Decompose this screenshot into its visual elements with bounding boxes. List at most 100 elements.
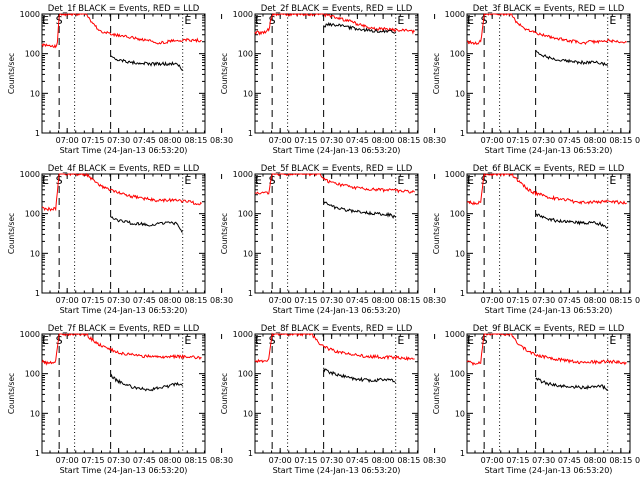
plot-frame <box>466 333 631 454</box>
x-tick-label: 07:45 <box>558 456 581 465</box>
x-tick-label: 08:15 <box>397 456 420 465</box>
y-tick-label: 100 <box>450 50 465 59</box>
panel-9: Det_9f BLACK = Events, RED = LLD 1 10 100 10… <box>432 324 640 475</box>
y-axis-label: Counts/sec <box>220 53 229 94</box>
panel-title: Det_5f BLACK = Events, RED = LLD <box>261 164 413 174</box>
panel-title: Det_3f BLACK = Events, RED = LLD <box>473 4 625 14</box>
panel-2: Det_2f BLACK = Events, RED = LLD 1 10 100 10… <box>220 4 446 155</box>
x-tick-label: 07:00 <box>56 456 79 465</box>
x-tick-label: 07:30 <box>107 136 130 145</box>
x-tick-label: 08:00 <box>584 136 607 145</box>
x-tick-label: 08:00 <box>584 456 607 465</box>
x-tick-label: 07:00 <box>481 456 504 465</box>
panel-title: Det_2f BLACK = Events, RED = LLD <box>261 4 413 14</box>
events-series-line <box>535 49 609 67</box>
marker-letter: E <box>42 14 49 27</box>
panel-title: Det_6f BLACK = Events, RED = LLD <box>473 164 625 174</box>
panel-title: Det_7f BLACK = Events, RED = LLD <box>48 324 200 334</box>
y-tick-label: 1 <box>460 289 465 298</box>
x-tick-label: 08:15 <box>609 296 632 305</box>
x-tick-label: 08:15 <box>397 136 420 145</box>
x-tick-label: 07:15 <box>294 136 317 145</box>
x-tick-label: 08:30 <box>423 136 446 145</box>
marker-letter: E <box>467 174 474 187</box>
events-series-line <box>323 367 396 383</box>
x-tick-label: 08:15 <box>184 136 207 145</box>
y-tick-label: 1 <box>460 449 465 458</box>
x-tick-label: 08:00 <box>159 296 182 305</box>
events-series-line <box>110 373 183 392</box>
plot-frame <box>466 13 631 134</box>
x-tick-label: 07:30 <box>532 136 555 145</box>
events-series-line <box>535 377 608 391</box>
x-tick-label: 08:15 <box>184 456 207 465</box>
y-tick-label: 1 <box>460 129 465 138</box>
lld-series-line <box>466 172 627 206</box>
x-tick-label: 08:00 <box>372 296 395 305</box>
x-tick-label: 07:30 <box>320 136 343 145</box>
y-tick-label: 1000 <box>20 170 40 179</box>
x-tick-label: 08:00 <box>159 456 182 465</box>
marker-letter: E <box>609 334 616 347</box>
marker-letter: E <box>467 334 474 347</box>
y-axis-label: Counts/sec <box>432 53 441 94</box>
y-axis-label: Counts/sec <box>432 213 441 254</box>
x-tick-label: 07:45 <box>558 296 581 305</box>
x-tick-label: 07:30 <box>107 456 130 465</box>
x-tick-label: 07:00 <box>481 296 504 305</box>
y-tick-label: 1 <box>248 129 253 138</box>
x-tick-label: 08:30 <box>210 296 233 305</box>
y-tick-label: 1000 <box>233 330 253 339</box>
x-tick-label: 07:00 <box>481 136 504 145</box>
x-tick-label: 08:30 <box>635 136 640 145</box>
x-tick-label: 08:30 <box>210 136 233 145</box>
x-tick-label: 08:30 <box>423 456 446 465</box>
y-tick-label: 100 <box>238 370 253 379</box>
y-tick-label: 1 <box>248 449 253 458</box>
marker-letter: E <box>609 174 616 187</box>
x-tick-label: 07:45 <box>133 456 156 465</box>
panel-title: Det_1f BLACK = Events, RED = LLD <box>48 4 200 14</box>
x-tick-label: 07:00 <box>56 136 79 145</box>
marker-letter: E <box>397 14 404 27</box>
x-tick-label: 07:00 <box>269 456 292 465</box>
panel-5: Det_5f BLACK = Events, RED = LLD 1 10 100 10… <box>220 164 446 315</box>
lld-series-line <box>41 172 202 212</box>
x-tick-label: 07:45 <box>133 136 156 145</box>
x-axis-label: Start Time (24-Jan-13 06:53:20) <box>60 306 188 315</box>
y-axis-label: Counts/sec <box>432 373 441 414</box>
y-tick-label: 10 <box>30 409 40 418</box>
x-tick-label: 07:30 <box>532 296 555 305</box>
marker-letter: E <box>184 14 191 27</box>
x-tick-label: 08:15 <box>609 456 632 465</box>
panel-8: Det_8f BLACK = Events, RED = LLD 1 10 100 10… <box>220 324 446 475</box>
lld-series-line <box>254 332 415 364</box>
y-tick-label: 1 <box>35 289 40 298</box>
marker-letter: E <box>467 14 474 27</box>
marker-letter: S <box>481 14 488 27</box>
panel-6: Det_6f BLACK = Events, RED = LLD 1 10 100 10… <box>432 164 640 315</box>
y-tick-label: 1 <box>35 129 40 138</box>
lld-series-line <box>466 333 627 367</box>
y-tick-label: 10 <box>30 249 40 258</box>
panel-1: Det_1f BLACK = Events, RED = LLD 1 10 100 10… <box>7 4 233 155</box>
panel-3: Det_3f BLACK = Events, RED = LLD 1 10 100 10… <box>432 4 640 155</box>
x-tick-label: 08:30 <box>635 296 640 305</box>
marker-letter: E <box>184 334 191 347</box>
x-tick-label: 08:15 <box>397 296 420 305</box>
x-axis-label: Start Time (24-Jan-13 06:53:20) <box>60 146 188 155</box>
marker-letter: E <box>397 174 404 187</box>
y-tick-label: 10 <box>243 89 253 98</box>
marker-letter: S <box>481 174 488 187</box>
x-tick-label: 07:00 <box>56 296 79 305</box>
y-tick-label: 1000 <box>233 10 253 19</box>
plot-frame <box>41 13 206 134</box>
x-axis-label: Start Time (24-Jan-13 06:53:20) <box>485 146 613 155</box>
plot-frame <box>254 13 419 134</box>
lld-series-line <box>41 333 202 366</box>
x-tick-label: 07:30 <box>107 296 130 305</box>
marker-letter: S <box>56 334 63 347</box>
x-tick-label: 07:00 <box>269 136 292 145</box>
y-tick-label: 1000 <box>233 170 253 179</box>
